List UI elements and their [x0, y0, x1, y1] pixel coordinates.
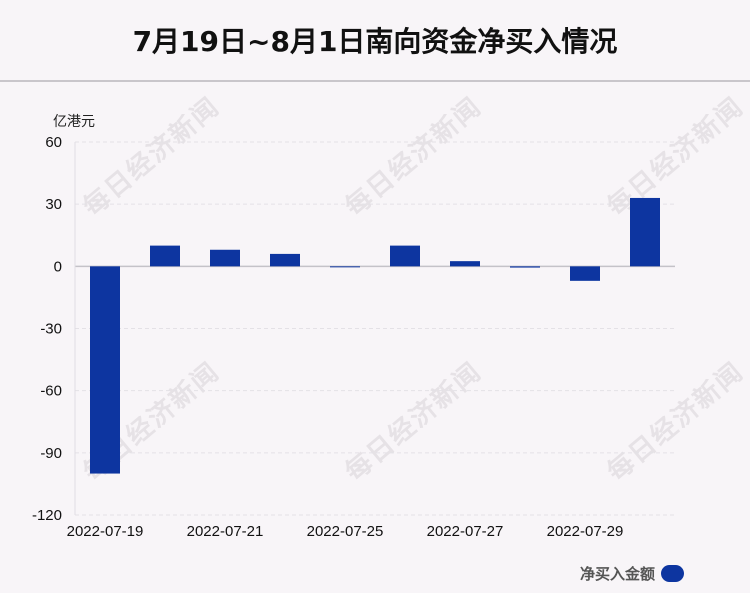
- title-divider: [0, 80, 750, 82]
- y-tick-label: -120: [32, 507, 62, 524]
- x-tick-label: 2022-07-29: [547, 523, 624, 540]
- bar-2022-07-29: [570, 266, 600, 281]
- legend-swatch: [661, 565, 684, 582]
- y-tick-label: -60: [40, 383, 62, 400]
- bar-2022-07-28: [510, 266, 540, 268]
- y-tick-label: -30: [40, 321, 62, 338]
- x-tick-label: 2022-07-25: [307, 523, 384, 540]
- bar-2022-07-27: [450, 261, 480, 267]
- bar-2022-07-19: [90, 266, 120, 474]
- x-tick-label: 2022-07-19: [67, 523, 144, 540]
- y-tick-label: 0: [54, 258, 62, 275]
- x-tick-label: 2022-07-21: [187, 523, 264, 540]
- y-tick-label: -90: [40, 445, 62, 462]
- legend-label: 净买入金额: [579, 565, 655, 583]
- bar-2022-07-25: [330, 266, 360, 268]
- x-tick-label: 2022-07-27: [427, 523, 504, 540]
- y-tick-label: 30: [45, 196, 62, 213]
- bar-2022-07-21: [210, 249, 240, 267]
- bar-2022-07-26: [390, 245, 420, 267]
- legend: 净买入金额: [580, 563, 684, 584]
- bar-2022-08-01: [630, 197, 660, 267]
- bar-2022-07-20: [150, 245, 180, 267]
- y-axis-unit-label: 亿港元: [53, 114, 95, 130]
- bar-2022-07-22: [270, 253, 300, 267]
- y-tick-label: 60: [45, 134, 62, 151]
- chart-title: 7月19日~8月1日南向资金净买入情况: [132, 25, 618, 58]
